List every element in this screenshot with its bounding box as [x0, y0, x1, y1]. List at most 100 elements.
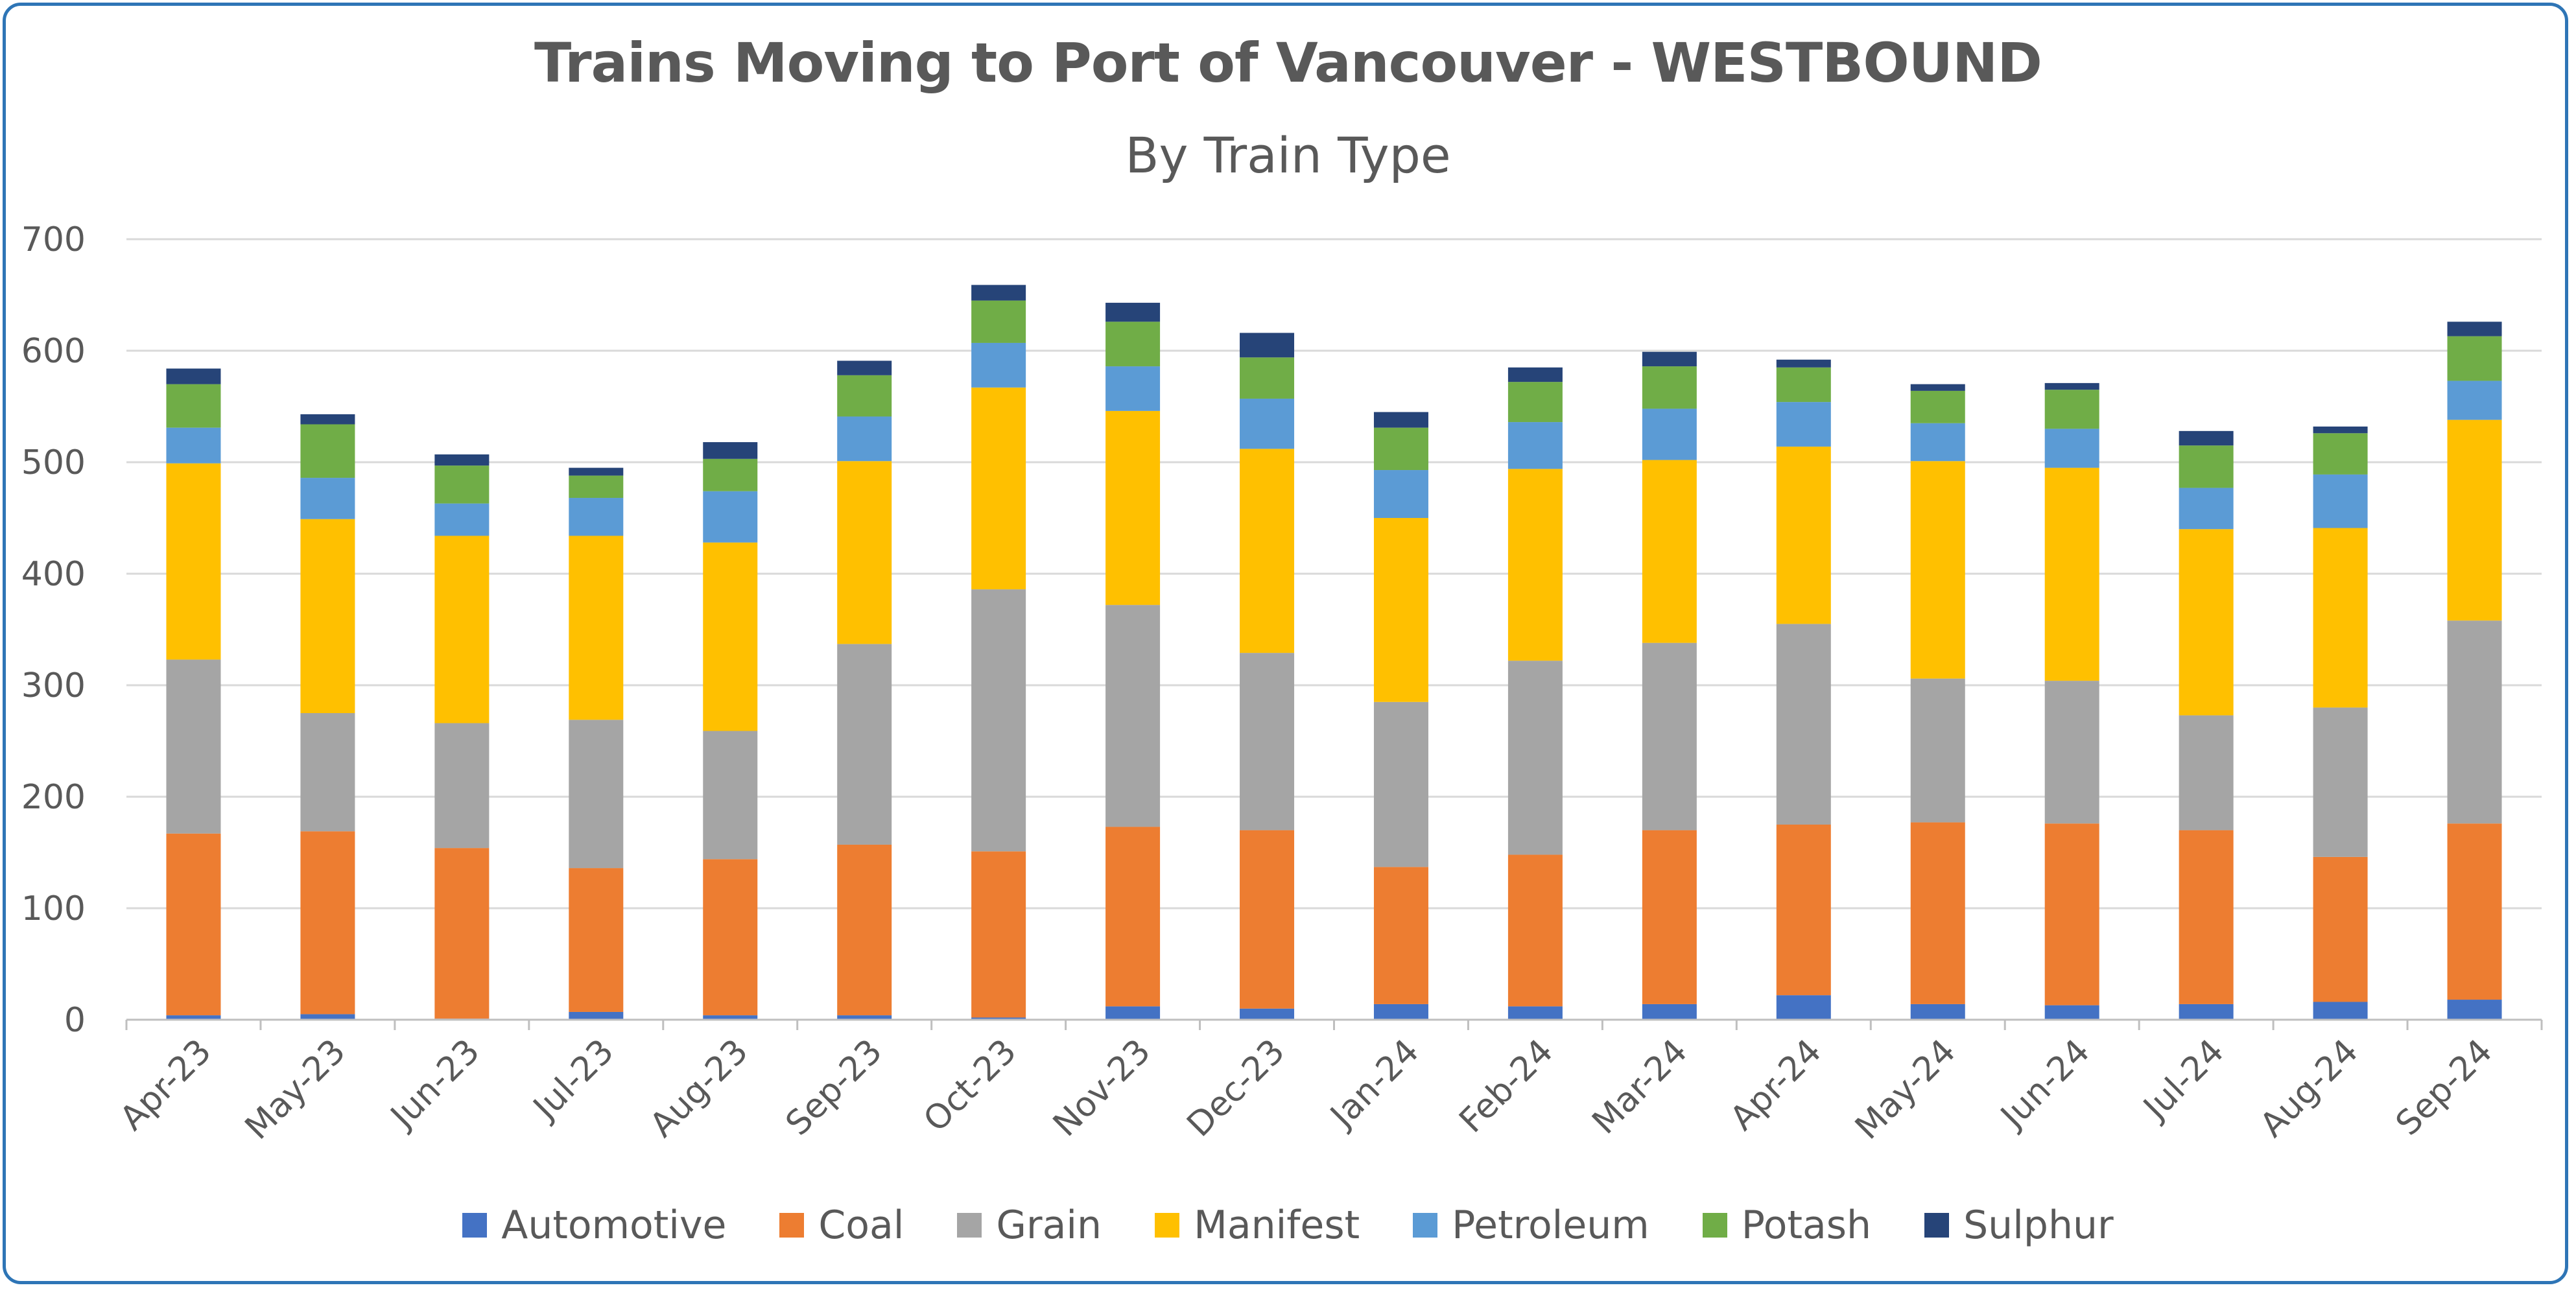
- bar-segment-coal: [166, 833, 221, 1016]
- chart-title: Trains Moving to Port of Vancouver - WES…: [534, 31, 2042, 95]
- y-tick-label: 300: [21, 666, 86, 705]
- bar-segment-petroleum: [1240, 398, 1295, 449]
- bar-segment-grain: [2313, 707, 2368, 857]
- bar-segment-automotive: [971, 1017, 1026, 1020]
- bar-segment-manifest: [703, 542, 758, 731]
- x-tick-label: Mar-24: [1585, 1032, 1696, 1142]
- bar-segment-potash: [569, 475, 624, 499]
- bar-segment-coal: [1642, 830, 1697, 1004]
- bar-segment-potash: [1910, 390, 1965, 423]
- legend-swatch: [1155, 1213, 1180, 1238]
- bar-segment-automotive: [2313, 1002, 2368, 1020]
- legend-item-automotive: Automotive: [462, 1203, 726, 1248]
- gridlines: [126, 238, 2542, 910]
- bar-segment-petroleum: [1507, 422, 1563, 469]
- bar-segment-potash: [1507, 382, 1563, 423]
- bar-segment-sulphur: [837, 360, 892, 375]
- bar-segment-grain: [1240, 653, 1295, 830]
- x-tick-label: May-24: [1848, 1032, 1963, 1147]
- bar-segment-grain: [166, 659, 221, 834]
- bar-segment-coal: [2179, 830, 2234, 1004]
- bar-segment-automotive: [569, 1011, 624, 1020]
- bar-segment-potash: [434, 465, 490, 504]
- bar-segment-manifest: [1105, 410, 1161, 605]
- bar-segment-automotive: [1507, 1006, 1563, 1020]
- x-tick-label: Aug-23: [643, 1032, 755, 1145]
- bar-segment-sulphur: [300, 414, 355, 425]
- bar-segment-potash: [1373, 427, 1428, 471]
- bar-segment-coal: [2447, 823, 2502, 1000]
- bar-segment-petroleum: [2313, 474, 2368, 528]
- x-tick-label: May-23: [238, 1032, 353, 1147]
- bar-segment-automotive: [166, 1015, 221, 1020]
- bar-segment-sulphur: [569, 467, 624, 476]
- x-tick-label: Nov-23: [1046, 1032, 1158, 1144]
- legend-item-coal: Coal: [779, 1203, 904, 1248]
- chart-subtitle: By Train Type: [1125, 126, 1451, 184]
- bar-segment-coal: [1910, 822, 1965, 1004]
- x-tick-label: Jun-24: [1992, 1032, 2097, 1137]
- legend-swatch: [1924, 1213, 1950, 1238]
- bar-segment-coal: [2044, 823, 2099, 1005]
- legend-item-grain: Grain: [957, 1203, 1102, 1248]
- bar-segment-petroleum: [2447, 381, 2502, 420]
- bar-segment-potash: [2313, 433, 2368, 475]
- bar-segment-sulphur: [1642, 351, 1697, 367]
- bar-segment-potash: [971, 300, 1026, 343]
- bar-segment-sulphur: [2447, 322, 2502, 336]
- x-tick-label: Sep-24: [2389, 1032, 2500, 1144]
- bar-segment-petroleum: [1642, 408, 1697, 460]
- y-tick-label: 200: [21, 778, 86, 817]
- bar-segment-sulphur: [1105, 303, 1161, 322]
- bar-segment-potash: [2044, 390, 2099, 429]
- bar-segment-potash: [1776, 367, 1831, 403]
- bar-segment-sulphur: [2313, 426, 2368, 434]
- y-tick-label: 600: [21, 332, 86, 371]
- bar-segment-petroleum: [837, 416, 892, 462]
- legend-swatch: [1702, 1213, 1727, 1238]
- x-tick-label: Aug-24: [2252, 1032, 2365, 1145]
- y-tick-label: 500: [21, 443, 86, 482]
- bar-segment-grain: [2447, 620, 2502, 824]
- bar-segment-automotive: [2447, 1000, 2502, 1020]
- bar-segment-grain: [2179, 715, 2234, 830]
- bar-segment-sulphur: [1910, 384, 1965, 391]
- bar-segment-petroleum: [434, 503, 490, 536]
- bar-segment-automotive: [2179, 1004, 2234, 1020]
- bar-segment-grain: [1776, 624, 1831, 825]
- legend-item-sulphur: Sulphur: [1924, 1203, 2114, 1248]
- bar-segment-sulphur: [1240, 333, 1295, 358]
- bar-segment-coal: [971, 851, 1026, 1018]
- bar-segment-sulphur: [2179, 430, 2234, 446]
- bar-segment-coal: [2313, 856, 2368, 1002]
- bar-segment-grain: [971, 589, 1026, 852]
- bar-segment-automotive: [703, 1015, 758, 1020]
- bar-segment-grain: [703, 731, 758, 860]
- bar-segment-petroleum: [1776, 402, 1831, 447]
- y-tick-label: 700: [21, 220, 86, 259]
- bar-segment-potash: [300, 424, 355, 478]
- bar-segment-sulphur: [2044, 382, 2099, 390]
- legend-label: Petroleum: [1452, 1203, 1649, 1248]
- bar-segment-coal: [1240, 830, 1295, 1009]
- legend-label: Coal: [818, 1203, 904, 1248]
- bar-segment-sulphur: [166, 368, 221, 384]
- x-tick-label: Jul-24: [2135, 1032, 2232, 1129]
- bar-segment-potash: [703, 458, 758, 491]
- legend-swatch: [462, 1213, 488, 1238]
- bar-segment-potash: [166, 384, 221, 428]
- bar-segment-potash: [2179, 445, 2234, 488]
- bar-segment-manifest: [300, 519, 355, 713]
- legend: Automotive Coal Grain Manifest Petroleum Pota…: [0, 1203, 2576, 1248]
- bar-segment-manifest: [2044, 467, 2099, 681]
- bar-segment-manifest: [1507, 469, 1563, 661]
- legend-swatch: [1413, 1213, 1438, 1238]
- bar-segment-manifest: [2179, 529, 2234, 716]
- bar-segment-coal: [703, 859, 758, 1016]
- bar-segment-grain: [569, 720, 624, 869]
- bar-segment-coal: [837, 844, 892, 1016]
- bar-segment-coal: [434, 848, 490, 1019]
- bar-segment-grain: [1105, 605, 1161, 827]
- y-tick-label: 0: [64, 1001, 86, 1040]
